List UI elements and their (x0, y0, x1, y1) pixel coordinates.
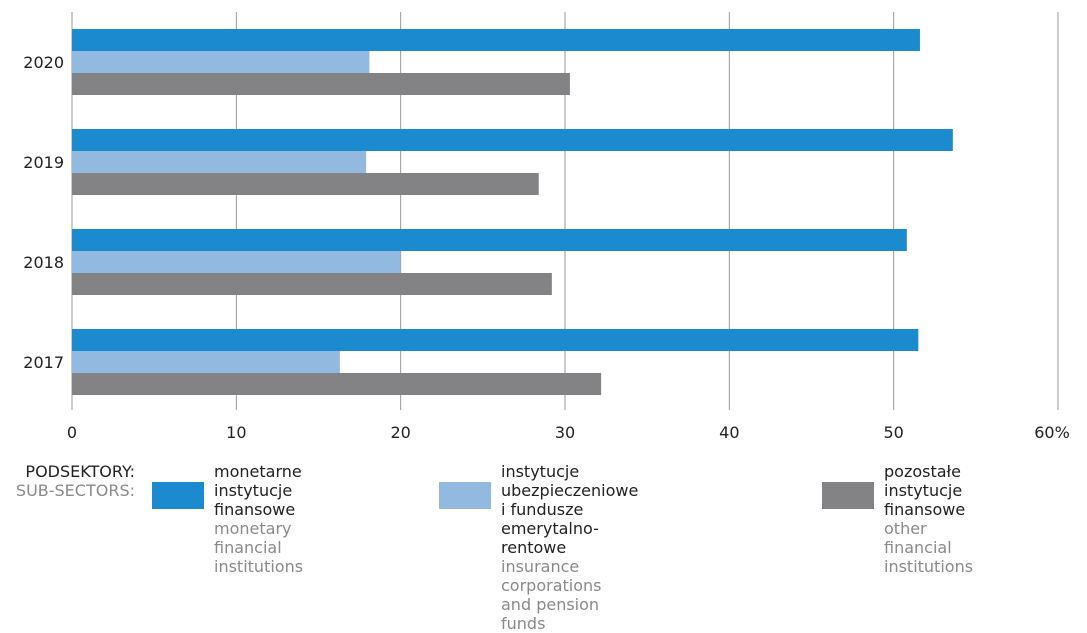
legend-label-pl: monetarne (214, 462, 302, 481)
y-tick-label: 2018 (23, 253, 64, 272)
bar (72, 73, 570, 95)
legend-label-en: and pension funds (501, 595, 600, 633)
legend-label-pl: instytucje ubezpieczeniowe (501, 462, 639, 500)
bar (72, 129, 953, 151)
legend-label-pl: i fundusze emerytalno-rentowe (501, 500, 599, 557)
bar (72, 251, 401, 273)
x-tick-label: 20 (390, 423, 410, 442)
y-tick-label: 2017 (23, 353, 64, 372)
x-tick-label: 60% (1034, 423, 1070, 442)
bar (72, 173, 539, 195)
legend-label-en: other financial (884, 519, 952, 557)
legend-label-pl: instytucje finansowe (214, 481, 296, 519)
x-tick-label: 10 (226, 423, 246, 442)
legend-heading-pl: PODSEKTORY: (25, 462, 135, 481)
bar (72, 229, 907, 251)
bar (72, 151, 367, 173)
bar (72, 51, 370, 73)
bar (72, 351, 340, 373)
legend-heading: PODSEKTORY: SUB-SECTORS: (0, 462, 135, 500)
y-tick-label: 2020 (23, 53, 64, 72)
bar-chart: 2020 2019 2018 2017 0 10 20 30 40 50 60% (23, 12, 1070, 442)
legend-label-en: insurance corporations (501, 557, 602, 595)
legend-heading-en: SUB-SECTORS: (15, 481, 135, 500)
bar (72, 373, 602, 395)
bar (72, 29, 920, 51)
legend-swatch-monetary (152, 482, 204, 509)
legend: PODSEKTORY: SUB-SECTORS: monetarne insty… (0, 462, 1087, 633)
x-tick-label: 40 (719, 423, 739, 442)
y-tick-label: 2019 (23, 153, 64, 172)
legend-label-en: institutions (884, 557, 974, 576)
legend-label-pl: pozostałe instytucje (884, 462, 963, 500)
x-tick-label: 50 (883, 423, 903, 442)
legend-label-en: monetary financial (214, 519, 292, 557)
x-tick-label: 30 (555, 423, 575, 442)
legend-swatch-other (822, 482, 874, 509)
legend-label-en: institutions (214, 557, 304, 576)
bar (72, 329, 919, 351)
bar (72, 273, 552, 295)
x-tick-label: 0 (67, 423, 77, 442)
legend-label-pl: finansowe (884, 500, 966, 519)
legend-swatch-insurance (439, 482, 491, 509)
